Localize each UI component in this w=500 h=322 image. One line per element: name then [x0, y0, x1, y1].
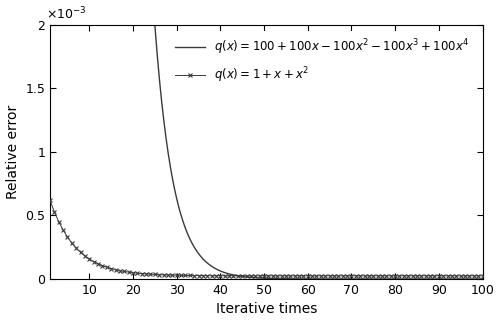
$q(x)=100+100x-100x^2-100x^3+100x^4$: [258, 276, 264, 280]
$q(x)=1+x+x^2$: [444, 274, 450, 278]
Line: $q(x)=100+100x-100x^2-100x^3+100x^4$: $q(x)=100+100x-100x^2-100x^3+100x^4$: [50, 0, 482, 279]
$q(x)=100+100x-100x^2-100x^3+100x^4$: [388, 277, 394, 281]
Line: $q(x)=1+x+x^2$: $q(x)=1+x+x^2$: [48, 198, 485, 278]
Legend: $q(x)=100+100x-100x^2-100x^3+100x^4$, $q(x)=1+x+x^2$: $q(x)=100+100x-100x^2-100x^3+100x^4$, $q…: [168, 31, 476, 92]
Y-axis label: Relative error: Relative error: [6, 105, 20, 199]
$q(x)=100+100x-100x^2-100x^3+100x^4$: [480, 277, 486, 281]
$q(x)=1+x+x^2$: [130, 271, 136, 275]
$q(x)=1+x+x^2$: [148, 272, 154, 276]
$q(x)=1+x+x^2$: [47, 198, 53, 202]
Text: $\times10^{-3}$: $\times10^{-3}$: [46, 5, 86, 22]
$q(x)=100+100x-100x^2-100x^3+100x^4$: [466, 277, 472, 281]
$q(x)=1+x+x^2$: [304, 274, 310, 278]
$q(x)=1+x+x^2$: [480, 274, 486, 278]
$q(x)=1+x+x^2$: [458, 274, 464, 278]
X-axis label: Iterative times: Iterative times: [216, 302, 317, 317]
$q(x)=1+x+x^2$: [270, 274, 276, 278]
$q(x)=100+100x-100x^2-100x^3+100x^4$: [467, 277, 473, 281]
$q(x)=100+100x-100x^2-100x^3+100x^4$: [246, 275, 252, 279]
